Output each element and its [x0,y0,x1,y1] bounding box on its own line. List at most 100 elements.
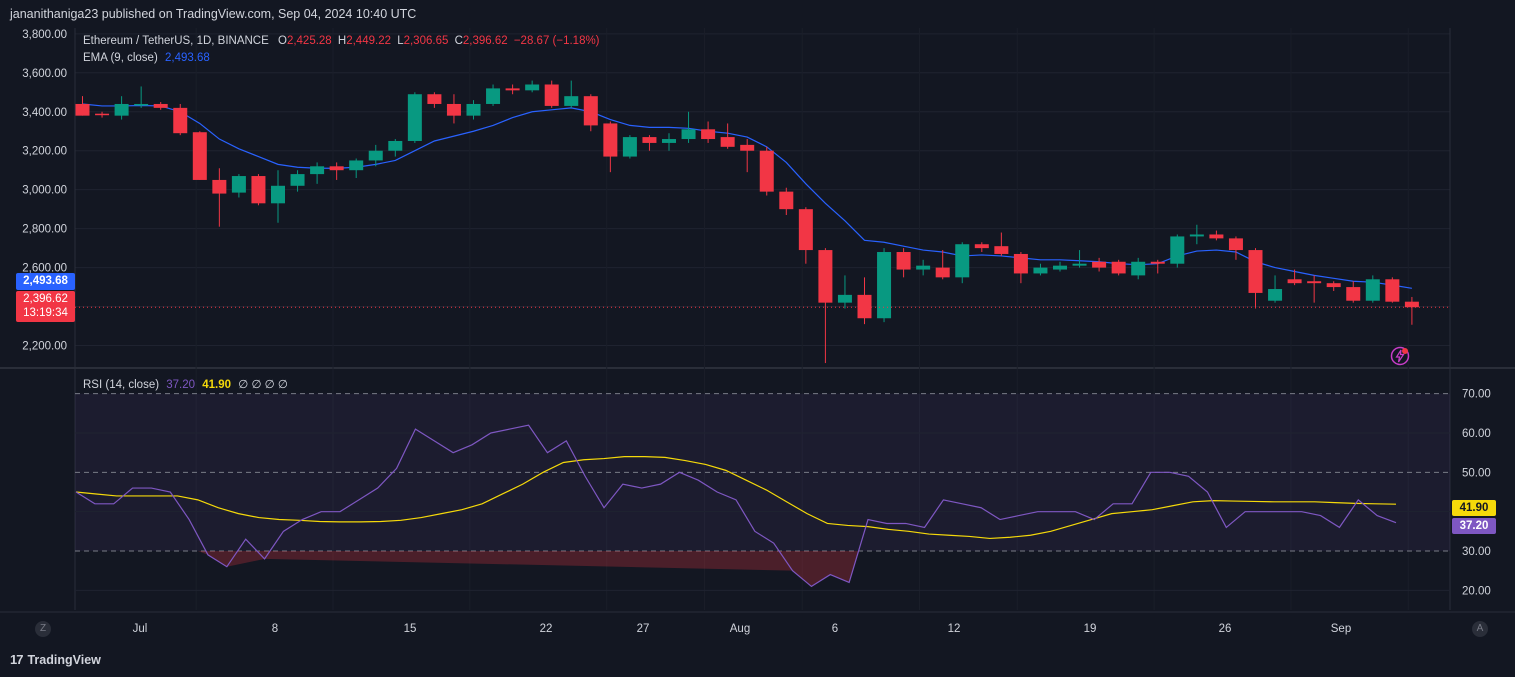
candle-body [290,174,305,186]
publisher-text: jananithaniga23 published on TradingView… [10,7,417,21]
rsi-axis: 70.00 60.00 50.00 30.00 20.00 [1462,389,1491,598]
candle-body [798,209,813,251]
candle-body [564,96,579,106]
ema-legend[interactable]: EMA (9, close) 2,493.68 [83,52,210,64]
candle-body [1033,267,1048,274]
time-tick-label: 19 [1084,623,1097,635]
candle-body [720,137,735,147]
symbol-name: Ethereum / TetherUS, 1D, BINANCE [83,35,269,47]
candle-body [662,139,676,143]
candle-body [1013,253,1028,274]
rsi-badge: 37.20 [1452,518,1496,534]
time-tick-label: 15 [404,623,417,635]
candle-body [857,294,872,319]
time-tick-label: 27 [637,623,650,635]
candle-body [955,244,970,278]
time-tick-label: 22 [540,623,553,635]
candle-body [114,103,129,116]
price-tick-label: 2,200.00 [22,341,67,353]
candle-body [779,191,794,210]
candle-body [407,94,422,141]
candle-body [192,132,207,180]
candle-body [740,144,755,151]
tradingview-logo[interactable]: 17 TradingView [10,652,101,667]
rsi-tick-label: 20.00 [1462,585,1491,597]
candle-body [1092,261,1107,268]
candle-body [1268,289,1283,301]
candle-body [1072,263,1087,266]
candle-body [877,252,892,319]
candle-body [1189,234,1204,237]
tradingview-brand-name: TradingView [27,652,101,667]
time-tick-label: 12 [948,623,961,635]
candle-body [974,244,989,249]
candle-body [1111,261,1126,274]
scale-a-button[interactable]: A [1472,621,1488,637]
candle-body [583,96,598,126]
candle-body [1131,261,1146,276]
footer: 17 TradingView [0,643,1515,677]
candle-body [544,84,559,106]
rsi-tick-label: 30.00 [1462,546,1491,558]
candle-body [1346,287,1361,301]
ema-label: EMA (9, close) [83,52,158,64]
candle-body [466,103,481,116]
time-axis: Jul 8 15 22 27 Aug 6 12 19 26 Sep [0,611,1515,635]
candle-body [1228,238,1243,251]
candle-body [388,140,403,151]
candle-body [310,166,325,175]
lightning-alert-icon[interactable] [1389,345,1411,367]
candle-body [1404,301,1419,308]
candle-body [1287,279,1302,284]
candle-body [525,84,540,91]
time-tick-label: 26 [1219,623,1232,635]
candle-body [368,150,383,161]
rsi-tick-label: 70.00 [1462,389,1491,401]
candle-body [1170,236,1185,264]
time-tick-label: Sep [1331,623,1351,635]
candle-body [1150,261,1165,264]
rsi-legend[interactable]: RSI (14, close) 37.20 41.90 ∅ ∅ ∅ ∅ [83,377,288,391]
chart-canvas[interactable]: 3,800.00 3,600.00 3,400.00 3,200.00 3,000.00… [0,0,1515,643]
rsi-extra: ∅ ∅ ∅ ∅ [238,379,288,391]
candle-body [427,94,442,104]
rsi-ma-badge: 41.90 [1452,500,1496,516]
change-value: −28.67 (−1.18%) [513,35,600,47]
candle-body [1053,265,1067,270]
last-price-badge: 2,396.62 13:19:34 [16,291,75,322]
scale-z-button[interactable]: Z [35,621,51,637]
open-label: O [277,35,287,47]
tradingview-logo-icon: 17 [10,652,24,667]
candle-body [994,246,1009,254]
candle-body [134,103,149,106]
candle-body [349,160,364,171]
candle-body [1248,250,1263,293]
price-tick-label: 2,800.00 [22,224,67,236]
main-grid [0,28,1515,610]
time-tick-label: Aug [730,623,750,635]
candle-body [446,103,461,116]
high-label: H [337,35,347,47]
candle-body [1365,279,1380,301]
candle-body [271,185,285,204]
ema-value: 2,493.68 [164,52,210,64]
price-tick-label: 3,600.00 [22,68,67,80]
low-label: L [397,35,404,47]
price-tick-label: 2,600.00 [22,263,67,275]
countdown: 13:19:34 [23,307,68,319]
candle-body [251,176,266,204]
rsi-oversold-fill [198,551,860,587]
symbol-legend[interactable]: Ethereum / TetherUS, 1D, BINANCE O2,425.… [83,35,600,47]
ema-price-badge: 2,493.68 [16,273,75,290]
time-tick-label: 6 [832,623,838,635]
candle-body [231,176,246,193]
candle-body [681,129,696,140]
candle-body [1307,281,1322,284]
rsi-value: 37.20 [166,379,196,391]
rsi-layer [75,424,1397,588]
candle-body [935,267,950,278]
candle-body [701,129,716,140]
candle-body [818,250,833,303]
candle-body [837,294,852,303]
candle-body [896,252,911,270]
